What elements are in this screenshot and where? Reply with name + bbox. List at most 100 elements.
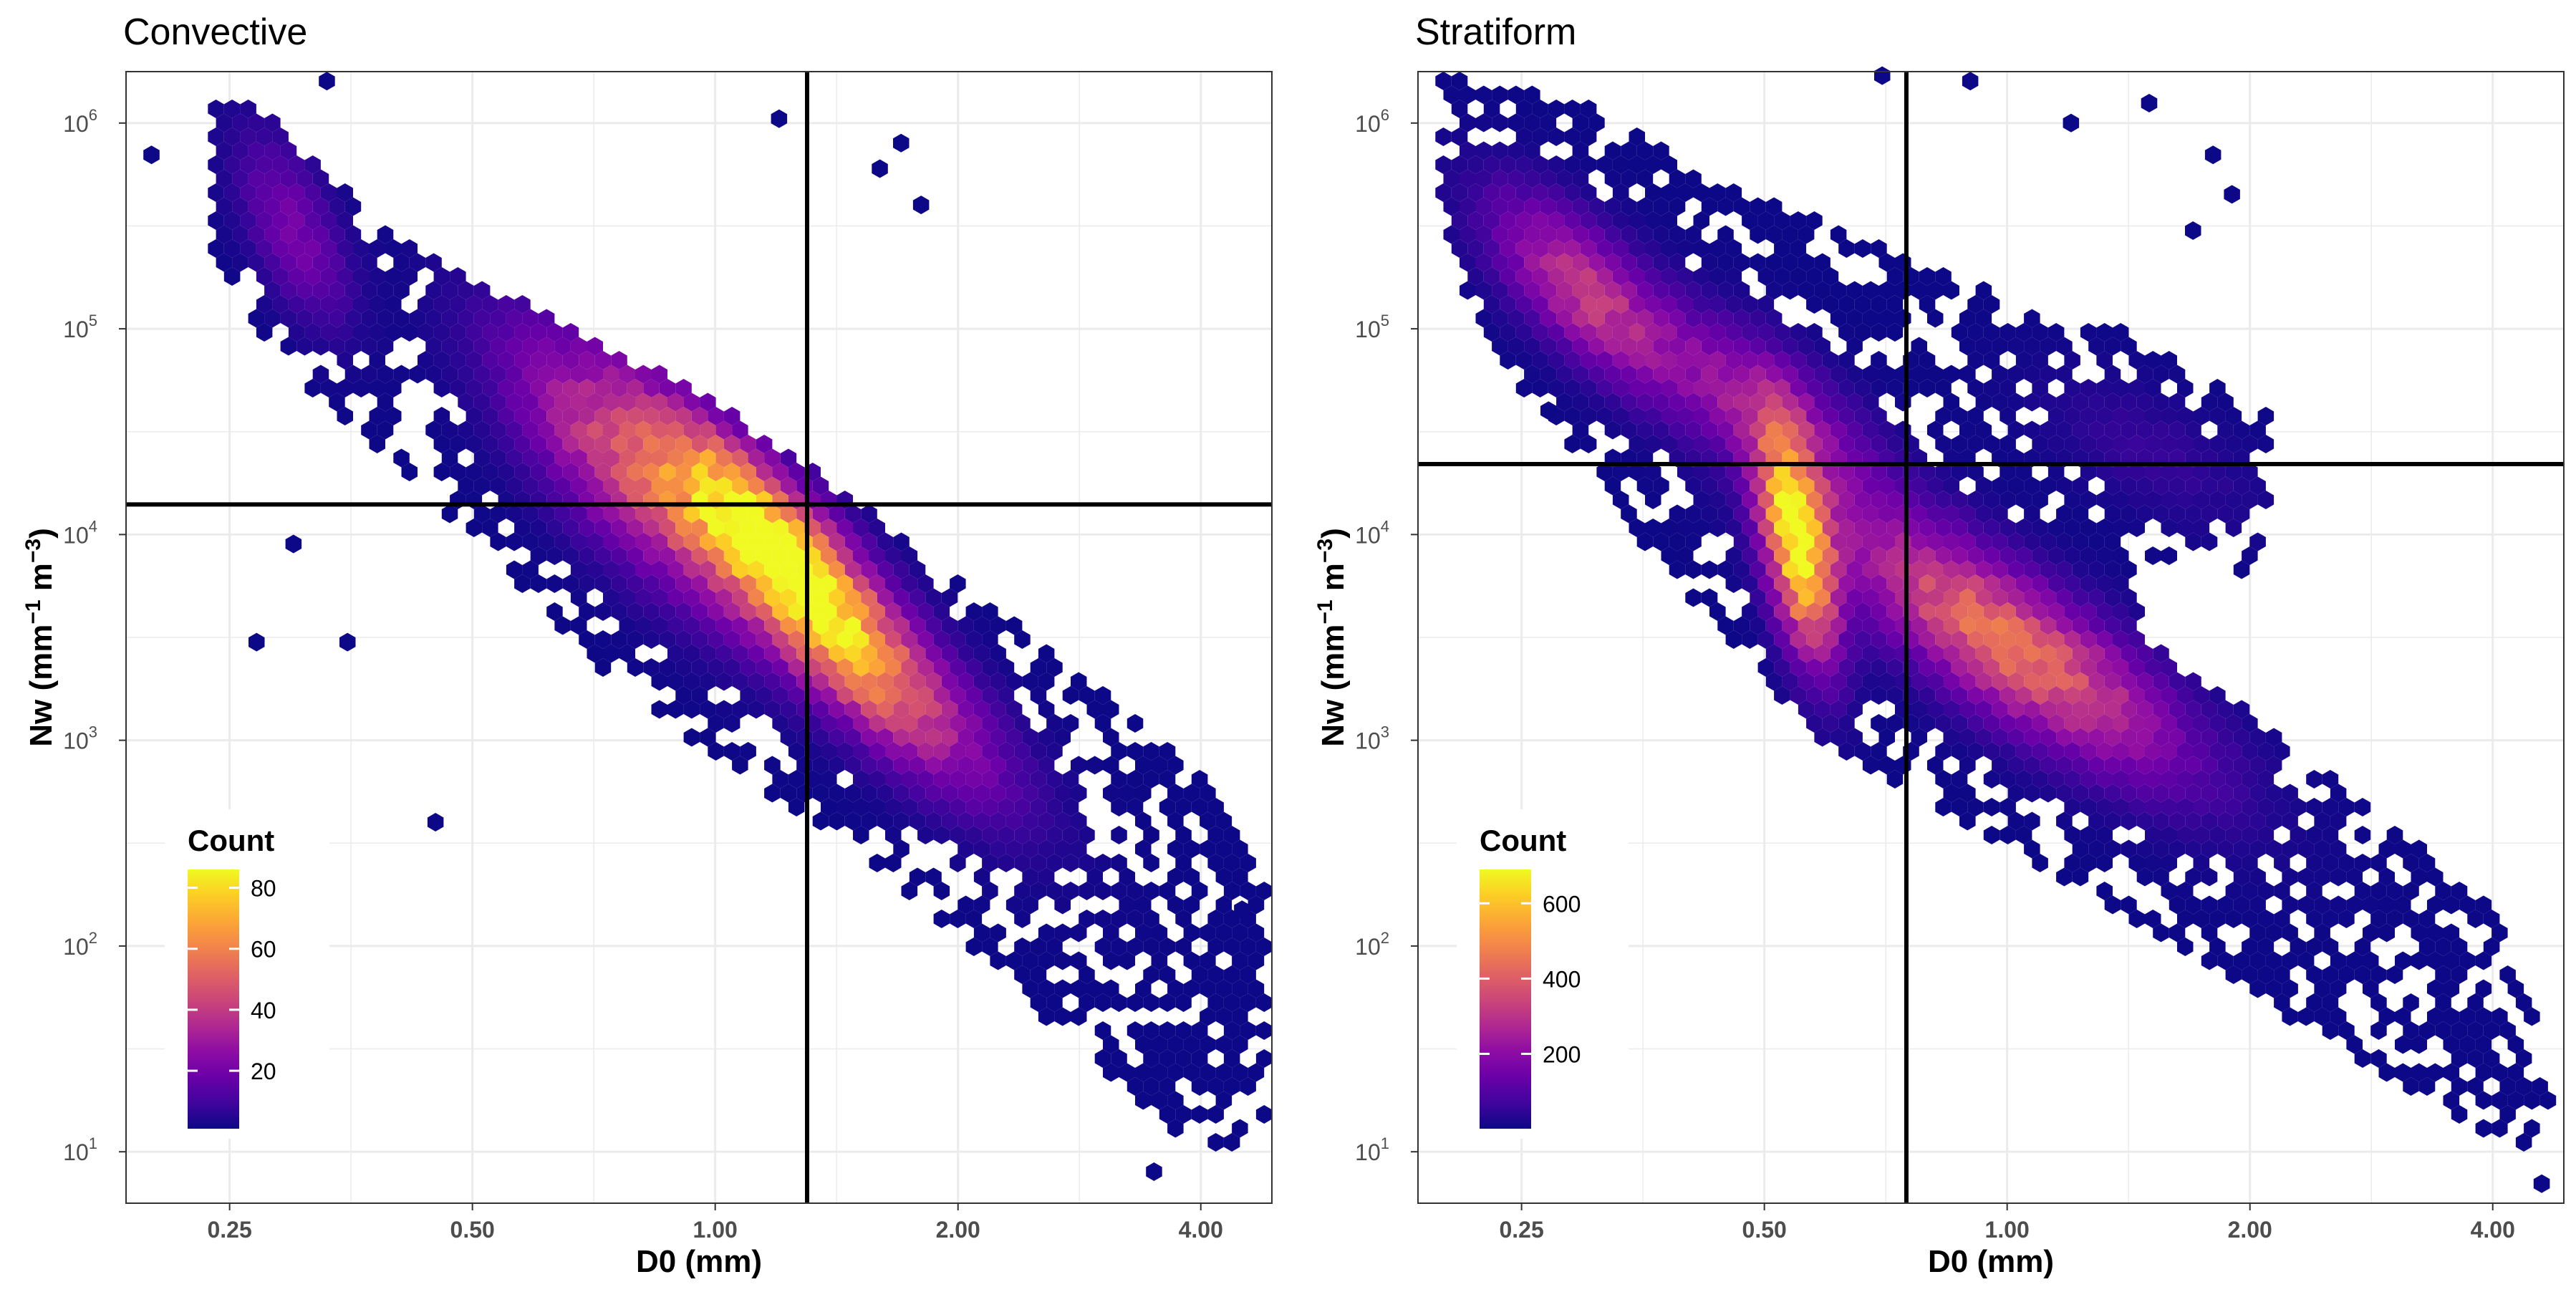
y-tick-label: 104 (1355, 517, 1389, 548)
hexbin-cell (2007, 672, 2025, 691)
hexbin-cell (1757, 463, 1775, 481)
hexbin-cell (248, 253, 265, 272)
hexbin-cell (1612, 407, 1629, 425)
hexbin-cell (1540, 253, 1557, 272)
hexbin-cell (844, 728, 862, 747)
hexbin-cell (651, 616, 667, 635)
hexbin-cell (821, 630, 837, 649)
hexbin-cell (1167, 979, 1184, 998)
hexbin-cell (1022, 672, 1038, 691)
hexbin-cell (2072, 728, 2089, 747)
hexbin-cell (2169, 420, 2186, 440)
hexbin-cell (2024, 392, 2040, 412)
hexbin-cell (700, 532, 716, 551)
hexbin-cell (756, 463, 773, 481)
hexbin-cell (482, 463, 498, 481)
hexbin-cell (1183, 979, 1200, 998)
hexbin-cell (2265, 951, 2282, 970)
hexbin-cell (1596, 379, 1613, 397)
hexbin-cell (1774, 267, 1790, 286)
hexbin-cell (1038, 1007, 1055, 1026)
hexbin-cell (223, 127, 241, 146)
hexbin-cell (1927, 700, 1944, 719)
hexbin-cell (1757, 323, 1775, 342)
hexbin-cell (957, 895, 974, 915)
hexbin-cell (329, 281, 345, 300)
hexbin-cell (1830, 309, 1847, 328)
hexbin-cell (1483, 267, 1500, 286)
hexbin-cell (756, 602, 773, 621)
hexbin-cell (216, 253, 233, 272)
hexbin-cell (950, 742, 966, 761)
hexbin-cell (2080, 574, 2097, 593)
hexbin-cell (1572, 365, 1589, 384)
hexbin-cell (691, 546, 708, 565)
hexbin-cell (1992, 365, 2008, 384)
hexbin-cell (2072, 532, 2089, 551)
hexbin-cell (498, 295, 515, 314)
hexbin-cell (2233, 811, 2250, 831)
hexbin-cell (1774, 602, 1790, 621)
hexbin-cell (732, 532, 748, 551)
hexbin-cell (2088, 811, 2105, 831)
legend-break-label: 60 (251, 937, 276, 963)
panel-convective: Convective 0.25 0.50 1.00 2.00 4.00 10110210… (21, 11, 1273, 1279)
hexbin-cell (473, 476, 491, 496)
hexbin-cell (2080, 714, 2097, 733)
hexbin-cell (2209, 742, 2226, 761)
hexbin-cell (490, 337, 506, 356)
hexbin-cell (2161, 351, 2177, 370)
hexbin-cell (1022, 784, 1038, 803)
hexbin-cell (2209, 407, 2226, 425)
hexbin-cell (1911, 476, 1927, 496)
hexbin-cell (1765, 672, 1783, 691)
hexbin-cell (506, 448, 523, 468)
hexbin-cell (1596, 239, 1613, 258)
hexbin-cell (369, 267, 385, 286)
hexbin-cell (2282, 784, 2298, 803)
hexbin-cell (990, 811, 1006, 831)
hexbin-cell (2282, 811, 2298, 831)
hexbin-cell (700, 504, 716, 524)
hexbin-cell (562, 407, 579, 425)
hexbin-cell (1548, 379, 1565, 397)
y-tick-label: 102 (63, 929, 97, 960)
hexbin-cell (1798, 365, 1815, 384)
hexbin-cell (1935, 742, 1952, 761)
hexbin-cell (990, 644, 1006, 663)
hexbin-cell (288, 323, 305, 342)
hexbin-cell (570, 476, 587, 496)
hexbin-cell (853, 798, 869, 816)
hexbin-cell (1838, 686, 1855, 705)
hexbin-cell (312, 197, 329, 216)
hexbin-cell (812, 560, 829, 579)
hexbin-cell (1030, 742, 1047, 761)
hexbin-cell (2201, 839, 2218, 859)
hexbin-cell (2249, 784, 2266, 803)
hexbin-cell (844, 588, 862, 607)
hexbin-cell (369, 239, 385, 258)
hexbin-cell (2128, 630, 2145, 649)
hexbin-cell (1975, 588, 1992, 607)
hexbin-cell (2040, 420, 2057, 440)
hexbin-cell (1685, 337, 1702, 356)
hexbin-cell (2475, 1007, 2492, 1026)
hexbin-cell (683, 728, 700, 747)
hexbin-cell (1200, 811, 1216, 831)
hexbin-cell (1111, 882, 1127, 900)
hexbin-cell (1022, 728, 1038, 747)
hexbin-cell (732, 420, 748, 440)
hexbin-cell (506, 337, 523, 356)
hexbin-cell (2128, 714, 2145, 733)
hexbin-cell (1757, 379, 1775, 397)
hexbin-cell (1943, 281, 1959, 300)
hexbin-cell (1943, 700, 1959, 719)
hexbin-cell (465, 379, 483, 397)
hexbin-cell (1790, 351, 1807, 370)
hexbin-cell (2314, 923, 2330, 943)
hexbin-cell (240, 183, 256, 202)
hexbin-cell (1992, 616, 2008, 635)
hexbin-cell (691, 574, 708, 593)
hexbin-cell (643, 435, 660, 453)
hexbin-cell (2015, 323, 2032, 342)
